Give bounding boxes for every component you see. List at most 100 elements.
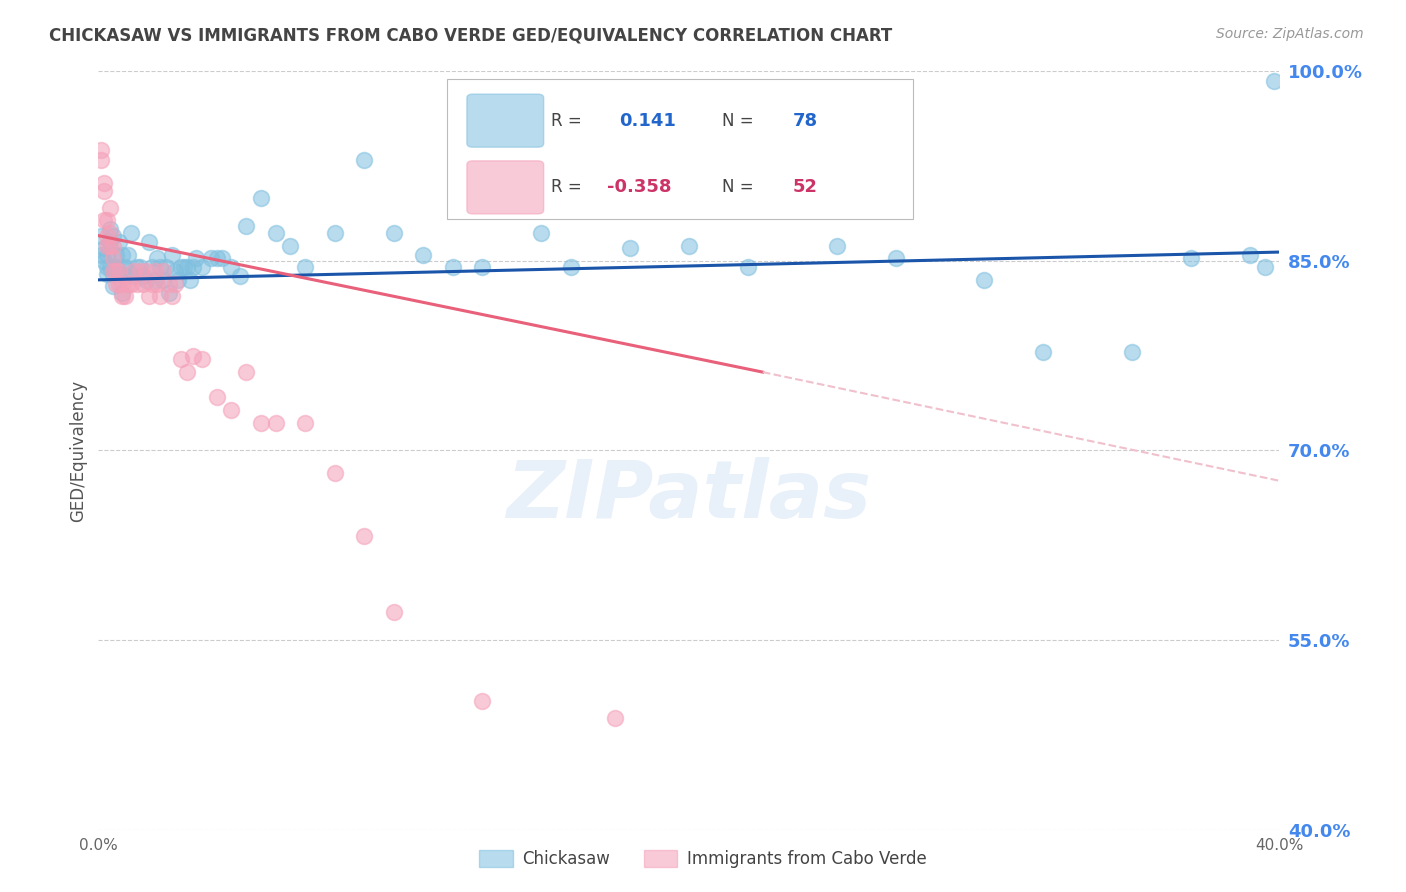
Point <box>117 247 139 261</box>
Point <box>128 260 150 275</box>
Point <box>146 277 169 291</box>
Point <box>98 235 121 249</box>
Point <box>530 226 553 240</box>
FancyBboxPatch shape <box>447 79 914 219</box>
Point <box>117 277 139 291</box>
Point <box>162 289 183 303</box>
Point <box>235 219 257 233</box>
Point <box>1263 74 1285 88</box>
Point <box>1032 344 1054 359</box>
Point <box>323 467 346 481</box>
Point <box>205 391 228 405</box>
Point <box>825 239 848 253</box>
Point <box>105 264 128 278</box>
Point <box>103 228 125 243</box>
Point <box>152 264 174 278</box>
Legend: Chickasaw, Immigrants from Cabo Verde: Chickasaw, Immigrants from Cabo Verde <box>472 843 934 875</box>
Point <box>96 213 118 227</box>
Point <box>132 269 155 284</box>
Point <box>181 349 204 363</box>
Point <box>382 605 405 619</box>
Point <box>146 252 169 266</box>
Point <box>125 277 148 291</box>
Point <box>678 239 700 253</box>
Point <box>165 264 187 278</box>
Point <box>103 267 125 281</box>
Point <box>98 226 121 240</box>
Point <box>103 279 125 293</box>
Point <box>149 289 172 303</box>
Point <box>108 235 131 249</box>
Point <box>114 289 136 303</box>
Text: CHICKASAW VS IMMIGRANTS FROM CABO VERDE GED/EQUIVALENCY CORRELATION CHART: CHICKASAW VS IMMIGRANTS FROM CABO VERDE … <box>49 27 893 45</box>
Point <box>323 226 346 240</box>
Point <box>619 241 641 255</box>
Point <box>170 260 193 275</box>
Point <box>143 264 166 278</box>
Point <box>155 260 177 275</box>
Point <box>125 260 148 275</box>
Text: ZIPatlas: ZIPatlas <box>506 457 872 535</box>
Point <box>114 269 136 284</box>
Point <box>108 264 131 278</box>
Point <box>441 260 464 275</box>
Point <box>96 247 118 261</box>
Point <box>162 247 183 261</box>
Point <box>135 273 157 287</box>
Point <box>90 143 112 157</box>
Point <box>90 153 112 167</box>
Point <box>1121 344 1143 359</box>
Y-axis label: GED/Equivalency: GED/Equivalency <box>69 379 87 522</box>
Point <box>93 176 115 190</box>
Point <box>90 228 112 243</box>
Point <box>884 252 907 266</box>
Point <box>176 365 198 379</box>
Text: Source: ZipAtlas.com: Source: ZipAtlas.com <box>1216 27 1364 41</box>
Point <box>98 260 121 275</box>
Point <box>128 264 150 278</box>
Point <box>471 260 494 275</box>
Point <box>165 277 187 291</box>
Point <box>250 416 273 430</box>
Point <box>264 416 287 430</box>
Point <box>605 711 627 725</box>
Point <box>235 365 257 379</box>
Point <box>111 285 134 300</box>
Point <box>471 694 494 708</box>
Point <box>294 260 316 275</box>
Point <box>93 185 115 199</box>
Point <box>382 226 405 240</box>
Point <box>111 277 134 291</box>
FancyBboxPatch shape <box>467 161 544 214</box>
Text: R =: R = <box>551 178 582 196</box>
Point <box>353 153 375 167</box>
Point <box>111 247 134 261</box>
Point <box>105 277 128 291</box>
Point <box>167 273 190 287</box>
Text: 0.141: 0.141 <box>619 112 676 129</box>
Point <box>103 264 125 278</box>
Point <box>1254 260 1277 275</box>
Point <box>200 252 222 266</box>
Point <box>108 277 131 291</box>
Point <box>103 239 125 253</box>
Point <box>141 277 163 291</box>
Point <box>973 273 995 287</box>
Point <box>205 252 228 266</box>
Point <box>96 267 118 281</box>
Point <box>93 254 115 268</box>
Point <box>138 289 160 303</box>
Text: 78: 78 <box>793 112 818 129</box>
Point <box>117 264 139 278</box>
Point <box>93 241 115 255</box>
Point <box>1239 247 1261 261</box>
Point <box>229 269 252 284</box>
Point <box>191 352 214 367</box>
Text: N =: N = <box>723 112 754 129</box>
Point <box>96 260 118 275</box>
Point <box>98 239 121 253</box>
Point <box>96 228 118 243</box>
Text: 52: 52 <box>793 178 818 196</box>
Point <box>90 247 112 261</box>
Point <box>211 252 233 266</box>
